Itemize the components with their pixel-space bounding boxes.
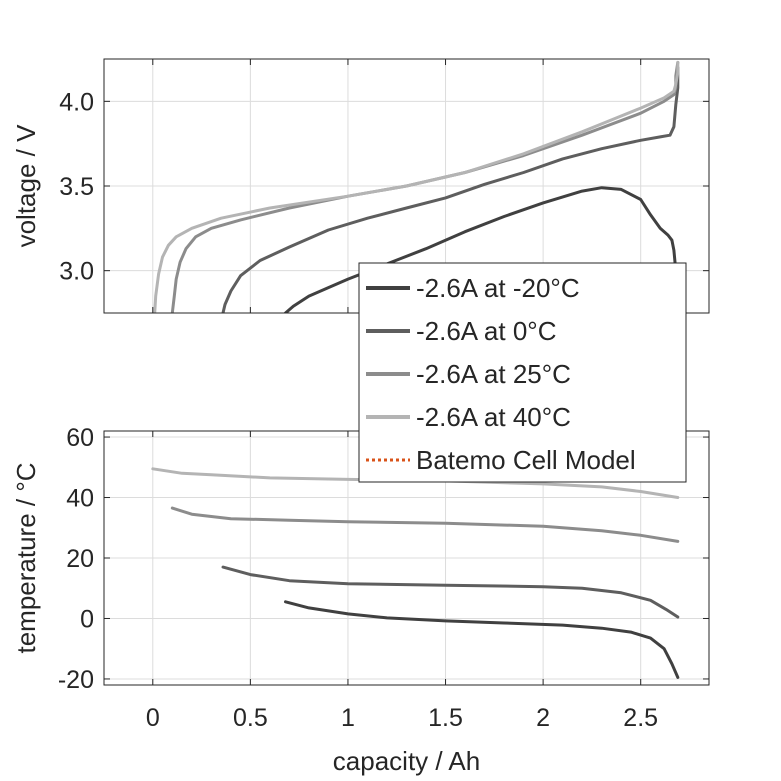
y-tick-label: -20: [58, 666, 94, 694]
y-tick-label: 20: [66, 545, 94, 573]
x-tick-label: 0.5: [233, 704, 268, 732]
legend-label: -2.6A at -20°C: [416, 273, 580, 303]
y-tick-label: 4.0: [59, 88, 94, 116]
series-line: [153, 60, 680, 313]
x-axis-label: capacity / Ah: [333, 746, 480, 776]
y-tick-label: 3.0: [59, 258, 94, 286]
y-axis-label: temperature / °C: [11, 462, 41, 653]
x-tick-label: 2.5: [623, 704, 658, 732]
series-line: [170, 506, 680, 543]
x-tick-label: 2: [536, 704, 550, 732]
y-axis-label: voltage / V: [11, 124, 41, 248]
legend-box: [358, 262, 687, 483]
series-line: [221, 66, 680, 313]
x-tick-label: 0: [146, 704, 160, 732]
y-tick-label: 0: [80, 605, 94, 633]
y-tick-label: 3.5: [59, 173, 94, 201]
legend: -2.6A at -20°C -2.6A at 0°C -2.6A at 25°C -…: [358, 262, 687, 483]
y-tick-label: 40: [66, 485, 94, 513]
series-line: [284, 186, 680, 313]
legend-label: -2.6A at 0°C: [416, 316, 556, 346]
legend-label: -2.6A at 40°C: [416, 402, 571, 432]
legend-label: Batemo Cell Model: [416, 445, 636, 475]
x-tick-label: 1: [341, 704, 355, 732]
series-line: [284, 600, 680, 679]
series-line: [221, 565, 680, 619]
x-tick-label: 1.5: [428, 704, 463, 732]
legend-label: -2.6A at 25°C: [416, 359, 571, 389]
y-tick-label: 60: [66, 424, 94, 452]
